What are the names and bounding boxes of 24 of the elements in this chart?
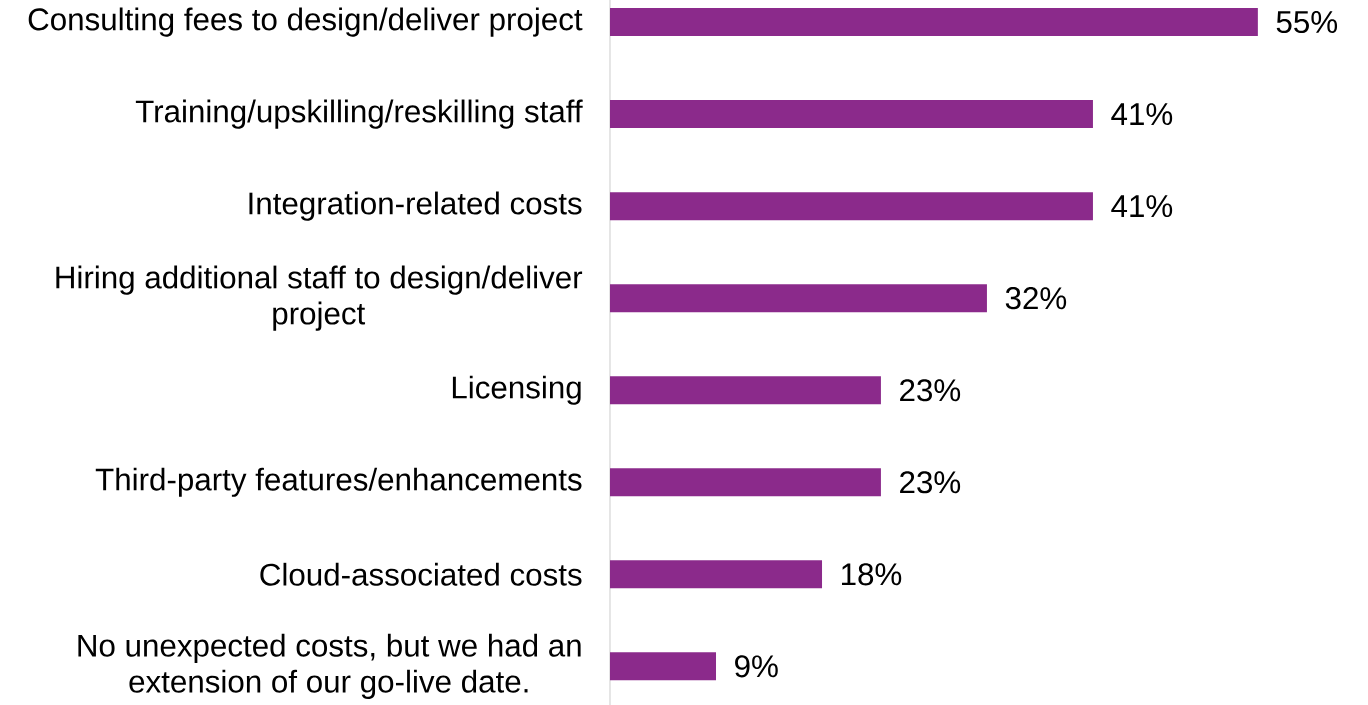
data-label: 18% bbox=[842, 563, 902, 586]
bar bbox=[610, 652, 717, 681]
data-label: 9% bbox=[735, 655, 778, 678]
bar bbox=[610, 284, 987, 313]
bar bbox=[610, 8, 1258, 37]
y-tick-label: Training/upskilling/reskilling staff bbox=[135, 99, 583, 129]
data-label: 41% bbox=[1111, 103, 1173, 126]
y-tick-label: Integration-related costs bbox=[249, 191, 582, 221]
bar bbox=[610, 468, 881, 497]
y-tick-label: Third-party features/enhancements bbox=[95, 467, 582, 497]
y-tick-label: Licensing bbox=[452, 375, 581, 405]
y-tick-label: Consulting fees to design/deliver project bbox=[28, 7, 583, 37]
bar bbox=[610, 100, 1093, 129]
y-tick-label: Cloud-associated costs bbox=[260, 562, 582, 586]
bar bbox=[610, 376, 881, 405]
y-tick-label: No unexpected costs, but we had an extension of our go-live date. bbox=[78, 633, 581, 699]
data-label: 32% bbox=[1005, 287, 1067, 310]
y-tick-label: Hiring additional staff to design/deliver project bbox=[56, 265, 583, 331]
bar bbox=[610, 560, 823, 589]
bar bbox=[610, 192, 1093, 221]
data-label: 23% bbox=[900, 471, 961, 494]
data-label: 55% bbox=[1276, 11, 1338, 34]
data-label: 23% bbox=[900, 379, 961, 402]
data-label: 41% bbox=[1111, 195, 1173, 218]
